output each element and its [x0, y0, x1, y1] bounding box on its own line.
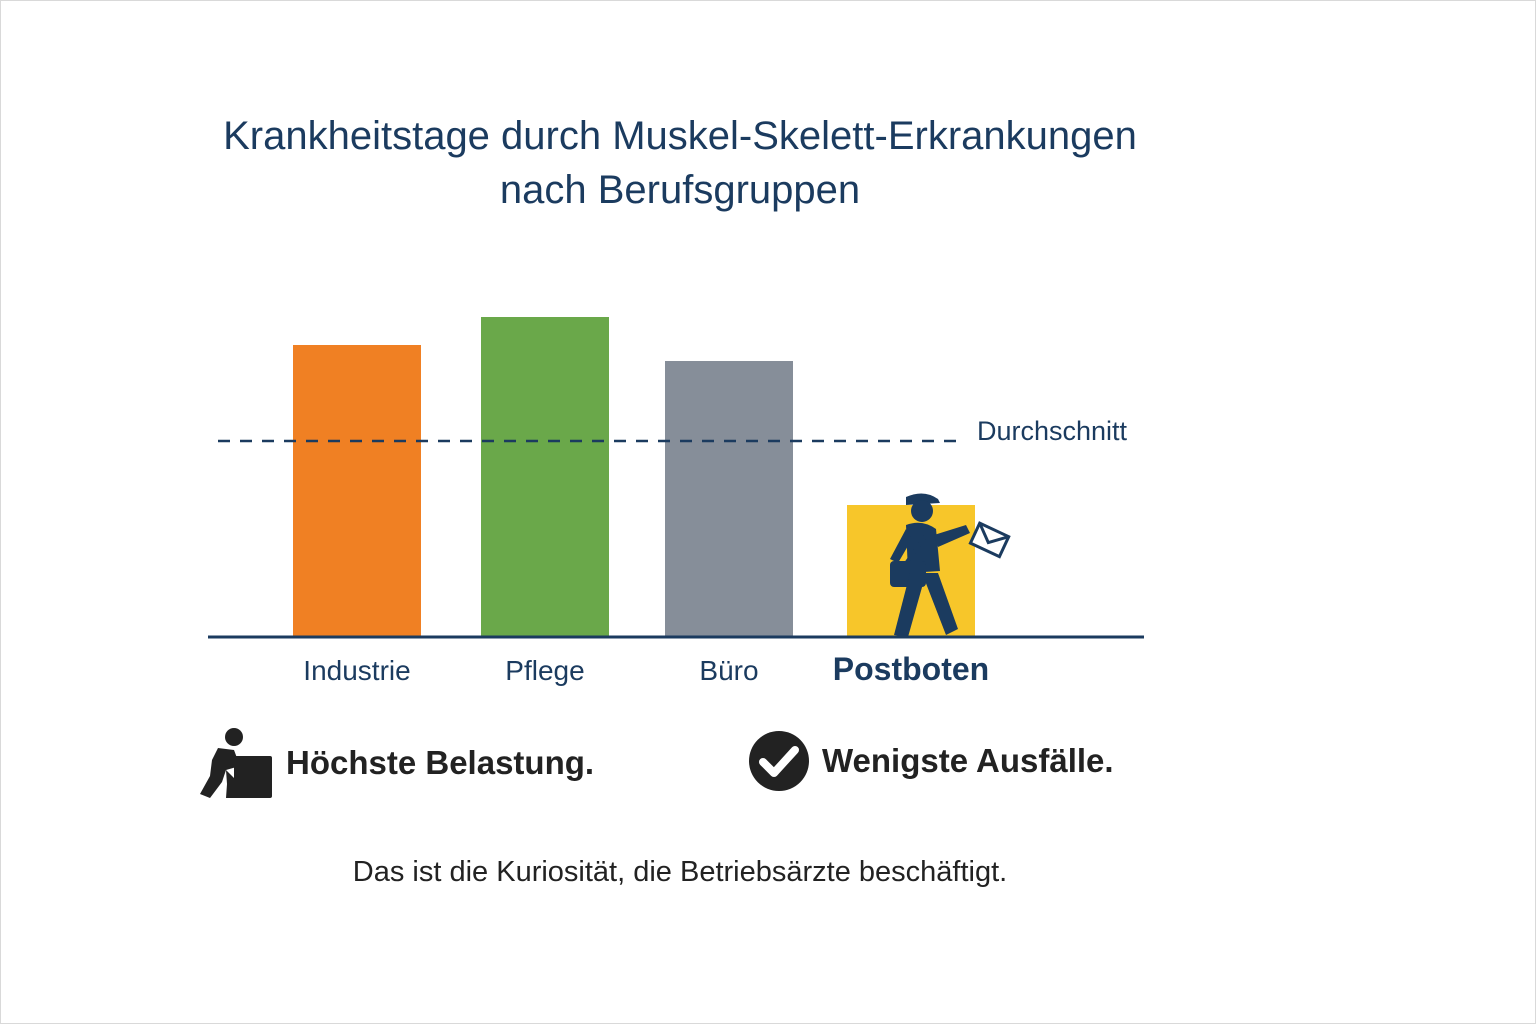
- bar-industrie: [293, 345, 421, 637]
- x-tick-label-postboten: Postboten: [833, 651, 989, 687]
- bar-büro: [665, 361, 793, 637]
- bar-pflege: [481, 317, 609, 637]
- check-circle-icon: [749, 731, 809, 791]
- x-tick-label-pflege: Pflege: [505, 655, 584, 686]
- chart-title-line-1: Krankheitstage durch Muskel-Skelett-Erkr…: [223, 113, 1137, 158]
- callout-fewest-absences: Wenigste Ausfälle.: [748, 730, 1114, 792]
- callout-highest-load-text: Höchste Belastung.: [286, 744, 595, 781]
- x-tick-label-industrie: Industrie: [303, 655, 410, 686]
- chart-title: Krankheitstage durch Muskel-Skelett-Erkr…: [160, 109, 1200, 217]
- average-reference-label: Durchschnitt: [977, 416, 1128, 446]
- callout-fewest-absences-text: Wenigste Ausfälle.: [822, 742, 1114, 779]
- callout-highest-load: Höchste Belastung.: [196, 726, 594, 800]
- person-lifting-box-icon: [200, 728, 272, 798]
- footnote: Das ist die Kuriosität, die Betriebsärzt…: [352, 856, 1008, 888]
- mail-carrier-icon: [890, 493, 1011, 637]
- x-tick-label-büro: Büro: [699, 655, 758, 686]
- chart-title-line-2: nach Berufsgruppen: [499, 167, 861, 212]
